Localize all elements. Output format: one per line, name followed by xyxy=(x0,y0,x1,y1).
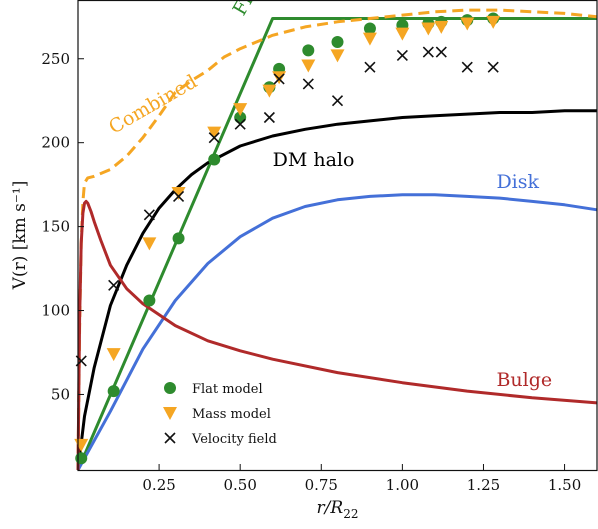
mass-model-point xyxy=(486,15,501,29)
velocity-field-point xyxy=(364,61,376,73)
legend-x-marker xyxy=(164,432,176,444)
mass-model-point xyxy=(434,20,449,34)
flat-model-point xyxy=(302,44,315,57)
mass-model-point xyxy=(233,103,248,117)
flat-model-point xyxy=(107,385,120,398)
curves-layer xyxy=(76,8,598,471)
x-axis-title: r/R22 xyxy=(317,498,359,521)
velocity-field-point xyxy=(108,279,120,291)
legend-entry-label: Flat model xyxy=(192,382,263,397)
mass-model-point xyxy=(301,59,316,73)
flat-curve xyxy=(76,17,597,471)
mass-model-point xyxy=(330,49,345,63)
flat-model-point xyxy=(172,232,185,245)
combined-curve xyxy=(76,8,598,471)
mass-model-point xyxy=(207,126,222,140)
velocity-field-point xyxy=(172,190,185,202)
mass-model-point xyxy=(142,237,157,251)
markers-layer xyxy=(74,12,501,465)
velocity-field-point xyxy=(263,111,275,124)
x-tick-label: 0.50 xyxy=(223,476,256,494)
disk-curve-label: Disk xyxy=(496,171,539,193)
y-tick-label: 250 xyxy=(41,50,70,68)
dm-halo-curve xyxy=(76,109,597,471)
flat-model-point xyxy=(143,294,156,307)
curve-labels-layer: Flat Combined DM halo Disk Bulge xyxy=(105,0,552,391)
flat-model-point xyxy=(208,153,221,166)
x-axis-title-main: r/R xyxy=(317,498,344,518)
flat-model-point xyxy=(331,35,344,48)
mass-model-point xyxy=(171,187,186,201)
legend-entry-label: Mass model xyxy=(192,407,271,422)
velocity-field-point xyxy=(208,132,220,144)
velocity-field-point xyxy=(273,73,285,85)
velocity-field-point xyxy=(461,61,473,73)
x-tick-label: 1.00 xyxy=(386,476,419,494)
x-axis-title-subscript: 22 xyxy=(343,507,358,521)
bulge-curve xyxy=(76,199,598,471)
mass-model-point xyxy=(460,17,475,31)
legend-entry-label: Velocity field xyxy=(191,432,277,447)
x-tick-label: 0.75 xyxy=(305,476,338,494)
flat-model-point xyxy=(363,22,376,35)
y-tick-label: 100 xyxy=(41,302,70,320)
plot-frame xyxy=(77,0,598,472)
legend-circle-marker xyxy=(164,382,176,394)
mass-model-point xyxy=(262,84,277,98)
velocity-field-point xyxy=(302,78,314,90)
axis-ticks: 0.25 0.50 0.75 1.00 1.25 1.50 50 100 150 200 250 xyxy=(41,50,581,494)
mass-model-point xyxy=(395,27,410,41)
flat-curve-label: Flat xyxy=(229,0,267,19)
x-tick-label: 1.25 xyxy=(467,476,500,494)
mass-model-point xyxy=(421,22,436,36)
mass-model-point xyxy=(272,71,287,85)
legend: Flat model Mass model Velocity field xyxy=(163,382,277,447)
y-tick-label: 150 xyxy=(41,218,70,236)
velocity-field-point xyxy=(331,95,344,107)
x-tick-label: 0.25 xyxy=(142,476,175,494)
velocity-field-point xyxy=(487,61,499,73)
velocity-field-point xyxy=(422,46,434,58)
velocity-field-point xyxy=(143,209,155,221)
y-axis-title: V(r) [km s⁻¹] xyxy=(10,181,30,291)
y-tick-label: 200 xyxy=(41,134,70,152)
mass-model-point xyxy=(362,32,377,46)
velocity-field-point xyxy=(234,118,246,130)
velocity-field-point xyxy=(435,46,447,58)
legend-triangle-marker xyxy=(163,407,177,420)
bulge-curve-label: Bulge xyxy=(496,369,552,391)
dm-halo-curve-label: DM halo xyxy=(273,149,355,171)
velocity-field-point xyxy=(396,49,408,61)
disk-curve xyxy=(76,193,598,471)
mass-model-point xyxy=(106,348,121,362)
x-tick-label: 1.50 xyxy=(548,476,581,494)
flat-model-point xyxy=(75,452,88,465)
y-tick-label: 50 xyxy=(51,385,70,403)
combined-curve-label: Combined xyxy=(105,71,201,139)
